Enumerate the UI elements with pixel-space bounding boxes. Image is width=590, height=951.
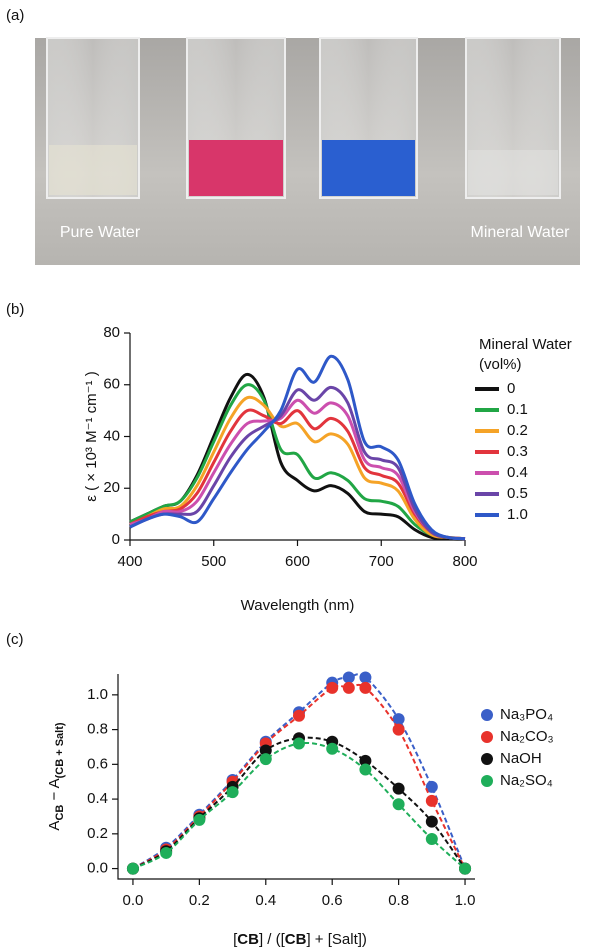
x-tick-label: 0.4 xyxy=(255,892,276,909)
legend-label: Na₂SO₄ xyxy=(500,772,553,789)
x-tick-label: 0.6 xyxy=(322,892,343,909)
x-tick-label: 700 xyxy=(369,553,394,570)
x-axis-label: [CB] / ([CB] + [Salt]) xyxy=(233,931,367,948)
y-axis-label: ACB − A(CB + Salt) xyxy=(46,722,66,830)
legend-marker xyxy=(481,709,493,721)
legend-marker xyxy=(481,731,493,743)
data-point xyxy=(292,709,305,722)
spectrum-line xyxy=(129,408,466,541)
data-point xyxy=(126,862,139,875)
legend-label: 1.0 xyxy=(507,506,528,523)
legend-label: 0.4 xyxy=(507,464,528,481)
data-point xyxy=(326,742,339,755)
x-axis-label: Wavelength (nm) xyxy=(241,597,355,614)
data-point xyxy=(392,723,405,736)
x-axis-label-part: ] + [Salt]) xyxy=(306,931,366,948)
y-axis-label-part: A xyxy=(46,821,63,831)
legend-label: 0.3 xyxy=(507,443,528,460)
legend-label: 0.5 xyxy=(507,485,528,502)
data-point xyxy=(342,671,355,684)
x-tick-label: 0.8 xyxy=(388,892,409,909)
photo-label: Mineral Water xyxy=(471,224,571,241)
y-tick-label: 0.4 xyxy=(87,790,108,807)
y-tick-label: 0.8 xyxy=(87,721,108,738)
data-point xyxy=(359,754,372,767)
data-point xyxy=(392,713,405,726)
x-axis-label-part: CB xyxy=(285,931,307,948)
data-point xyxy=(342,681,355,694)
photo-label: Pure Water xyxy=(60,224,141,241)
legend-marker xyxy=(481,775,493,787)
photo: Pure Water Mineral Water xyxy=(35,37,580,265)
x-tick-label: 500 xyxy=(201,553,226,570)
x-tick-label: 0.2 xyxy=(189,892,210,909)
data-point xyxy=(259,753,272,766)
data-point xyxy=(392,782,405,795)
data-point xyxy=(425,780,438,793)
fit-line xyxy=(132,736,466,870)
x-axis-label-part: [ xyxy=(233,931,238,948)
x-tick-label: 600 xyxy=(285,553,310,570)
legend-label: 0.1 xyxy=(507,401,528,418)
legend-title: Mineral Water xyxy=(479,336,572,353)
y-tick-label: 0.6 xyxy=(87,755,108,772)
y-axis-label-part: (CB + Salt) xyxy=(54,722,66,778)
y-tick-label: 80 xyxy=(103,324,120,341)
vial-liquid xyxy=(189,140,283,196)
y-tick-label: 0 xyxy=(112,531,120,548)
axes xyxy=(117,674,475,880)
data-point xyxy=(160,846,173,859)
data-point xyxy=(459,862,472,875)
data-point xyxy=(326,681,339,694)
y-tick-label: 0.2 xyxy=(87,825,108,842)
vial-liquid xyxy=(322,140,415,196)
data-point xyxy=(425,794,438,807)
x-tick-label: 800 xyxy=(452,553,477,570)
data-point xyxy=(359,671,372,684)
spectrum-line xyxy=(129,395,466,541)
x-tick-label: 400 xyxy=(117,553,142,570)
x-tick-label: 1.0 xyxy=(455,892,476,909)
y-tick-label: 40 xyxy=(103,427,120,444)
y-tick-label: 1.0 xyxy=(87,686,108,703)
spectrum-line xyxy=(129,383,466,541)
legend-title: (vol%) xyxy=(479,356,522,373)
data-point xyxy=(392,798,405,811)
vial-liquid xyxy=(468,150,558,195)
data-point xyxy=(259,744,272,757)
legend-label: Na₂CO₃ xyxy=(500,728,554,745)
data-point xyxy=(359,763,372,776)
y-tick-label: 20 xyxy=(103,479,120,496)
legend-marker xyxy=(481,753,493,765)
data-point xyxy=(359,681,372,694)
y-axis-label-part: − A xyxy=(46,778,63,804)
legend-label: NaOH xyxy=(500,750,542,767)
data-point xyxy=(193,813,206,826)
y-axis-label-part: CB xyxy=(54,805,66,821)
panel-label: (c) xyxy=(6,631,24,648)
legend-label: Na₃PO₄ xyxy=(500,706,553,723)
data-point xyxy=(425,815,438,828)
legend-label: 0 xyxy=(507,380,515,397)
y-tick-label: 60 xyxy=(103,376,120,393)
legend-label: 0.2 xyxy=(507,422,528,439)
spectrum-line xyxy=(129,354,466,541)
fit-line xyxy=(132,673,466,870)
vial-liquid xyxy=(49,145,137,195)
data-point xyxy=(292,737,305,750)
data-point xyxy=(425,833,438,846)
y-axis-label: ε ( × 10³ M⁻¹ cm⁻¹ ) xyxy=(83,371,100,501)
x-axis-label-part: CB xyxy=(237,931,259,948)
panel-label: (a) xyxy=(6,7,24,24)
x-tick-label: 0.0 xyxy=(123,892,144,909)
data-point xyxy=(226,786,239,799)
y-tick-label: 0.0 xyxy=(87,860,108,877)
x-axis-label-part: ] / ([ xyxy=(259,931,286,948)
panel-label: (b) xyxy=(6,301,24,318)
spectrum-line xyxy=(129,385,466,541)
